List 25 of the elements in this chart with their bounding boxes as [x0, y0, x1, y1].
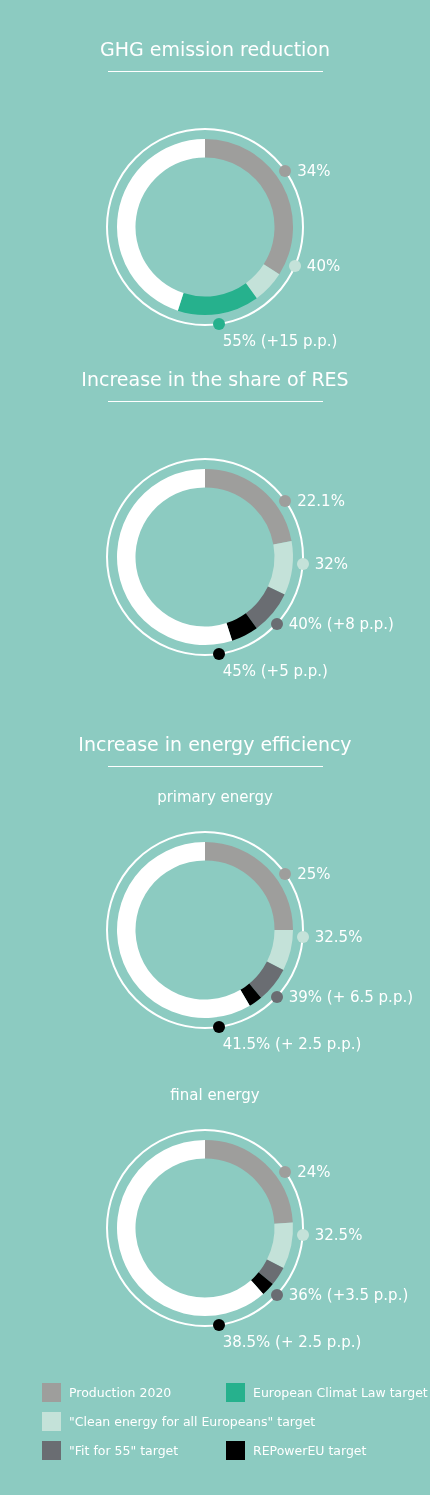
text: 32%	[314, 554, 349, 573]
text: 40% (+8 p.p.)	[288, 614, 394, 633]
text: 32.5%	[314, 927, 363, 946]
text: 22.1%	[297, 491, 345, 510]
text: 45% (+5 p.p.)	[222, 662, 328, 681]
legend-label: Production 2020	[69, 1385, 172, 1400]
legend-label: "Clean energy for all Europeans" target	[69, 1414, 316, 1429]
text: 24%	[297, 1162, 331, 1181]
chart-title: Increase in energy efficiency	[77, 732, 353, 757]
text: 38.5% (+ 2.5 p.p.)	[222, 1333, 362, 1352]
chart-title: GHG emission reduction	[98, 37, 332, 62]
text: 25%	[297, 864, 331, 883]
text: 40%	[306, 257, 341, 276]
legend-label: "Fit for 55" target	[69, 1443, 179, 1458]
legend-label: European Climat Law target	[253, 1385, 428, 1400]
chart-subtitle: primary energy	[156, 787, 274, 807]
legend-label: REPowerEU target	[253, 1443, 367, 1458]
text: 36% (+3.5 p.p.)	[288, 1285, 409, 1304]
text: 39% (+ 6.5 p.p.)	[288, 987, 414, 1006]
text: 32.5%	[314, 1225, 363, 1244]
text: 41.5% (+ 2.5 p.p.)	[222, 1035, 362, 1054]
chart-subtitle: final energy	[169, 1085, 261, 1105]
text: 55% (+15 p.p.)	[222, 332, 338, 351]
chart-title: Increase in the share of RES	[80, 367, 350, 392]
text: 34%	[297, 161, 331, 180]
